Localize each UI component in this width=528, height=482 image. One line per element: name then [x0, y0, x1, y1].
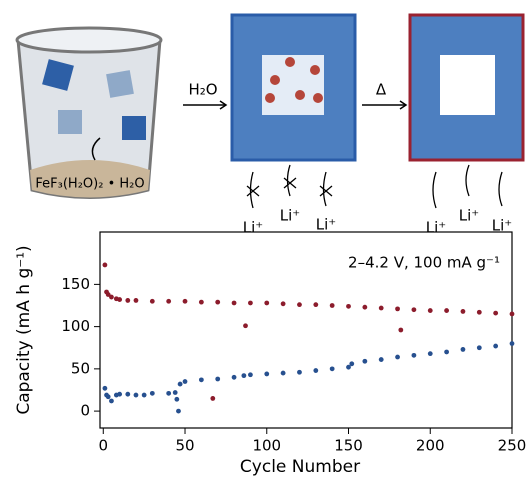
x-tick-label: 200 — [416, 437, 445, 455]
data-point — [313, 368, 318, 373]
data-point — [395, 355, 400, 360]
data-point — [176, 409, 181, 414]
data-point — [215, 377, 220, 382]
data-point — [103, 386, 108, 391]
y-tick-label: 150 — [61, 275, 90, 293]
ion-label: Li⁺ — [316, 216, 336, 234]
data-point — [264, 372, 269, 377]
data-point — [117, 392, 122, 397]
data-point — [210, 396, 215, 401]
data-point — [330, 303, 335, 308]
data-point — [150, 391, 155, 396]
x-tick-label: 250 — [498, 437, 527, 455]
data-point — [183, 379, 188, 384]
data-point — [461, 309, 466, 314]
data-point — [125, 392, 130, 397]
data-point — [510, 312, 515, 317]
figure: FeF₃(H₂O)₂ • H₂O H₂O Δ Li⁺ Li⁺ Li⁺ Li⁺ L… — [0, 0, 528, 478]
data-point — [174, 397, 179, 402]
x-axis-label: Cycle Number — [240, 457, 360, 477]
ion-label: Li⁺ — [280, 207, 300, 225]
data-point — [346, 304, 351, 309]
data-point — [362, 359, 367, 364]
data-point — [215, 300, 220, 305]
data-point — [109, 295, 114, 300]
data-point — [428, 351, 433, 356]
data-point — [106, 394, 111, 399]
y-tick-label: 100 — [61, 317, 90, 335]
data-point — [444, 308, 449, 313]
data-point — [103, 263, 108, 268]
data-point — [349, 361, 354, 366]
data-point — [117, 297, 122, 302]
data-point — [493, 344, 498, 349]
x-tick-label: 0 — [98, 437, 108, 455]
data-point — [232, 375, 237, 380]
x-tick-label: 150 — [334, 437, 363, 455]
data-point — [134, 298, 139, 303]
data-point — [281, 371, 286, 376]
data-point — [150, 299, 155, 304]
y-tick-label: 0 — [80, 402, 90, 420]
y-axis-label: Capacity (mA h g⁻¹) — [14, 245, 34, 414]
data-point — [241, 373, 246, 378]
data-point — [510, 341, 515, 346]
data-point — [166, 391, 171, 396]
y-tick-label: 50 — [71, 359, 90, 377]
data-point — [412, 353, 417, 358]
data-point — [134, 393, 139, 398]
data-point — [125, 298, 130, 303]
data-point — [395, 306, 400, 311]
data-point — [281, 301, 286, 306]
data-point — [493, 311, 498, 316]
data-point — [444, 350, 449, 355]
data-point — [297, 302, 302, 307]
ion-label: Li⁺ — [426, 219, 446, 237]
data-point — [109, 399, 114, 404]
data-point — [248, 372, 253, 377]
data-point — [199, 300, 204, 305]
x-tick-label: 100 — [252, 437, 281, 455]
data-point — [477, 310, 482, 315]
data-point — [379, 357, 384, 362]
data-point — [232, 301, 237, 306]
data-point — [428, 308, 433, 313]
ion-label: Li⁺ — [459, 207, 479, 225]
annotation: 2–4.2 V, 100 mA g⁻¹ — [348, 254, 500, 272]
data-point — [412, 307, 417, 312]
x-tick-label: 50 — [175, 437, 194, 455]
reagent-label: H₂O — [188, 81, 217, 99]
data-point — [166, 299, 171, 304]
data-point — [199, 377, 204, 382]
data-point — [313, 302, 318, 307]
data-point — [183, 299, 188, 304]
data-point — [173, 390, 178, 395]
data-point — [398, 328, 403, 333]
data-point — [362, 305, 367, 310]
heat-label: Δ — [376, 81, 387, 99]
data-point — [297, 370, 302, 375]
data-point — [178, 382, 183, 387]
ion-label: Li⁺ — [243, 219, 263, 237]
data-point — [243, 323, 248, 328]
compound-label: FeF₃(H₂O)₂ • H₂O — [35, 177, 144, 192]
data-point — [264, 301, 269, 306]
data-point — [248, 301, 253, 306]
data-point — [142, 393, 147, 398]
beaker — [17, 28, 161, 198]
data-point — [379, 306, 384, 311]
data-point — [330, 366, 335, 371]
data-point — [477, 345, 482, 350]
data-point — [461, 347, 466, 352]
